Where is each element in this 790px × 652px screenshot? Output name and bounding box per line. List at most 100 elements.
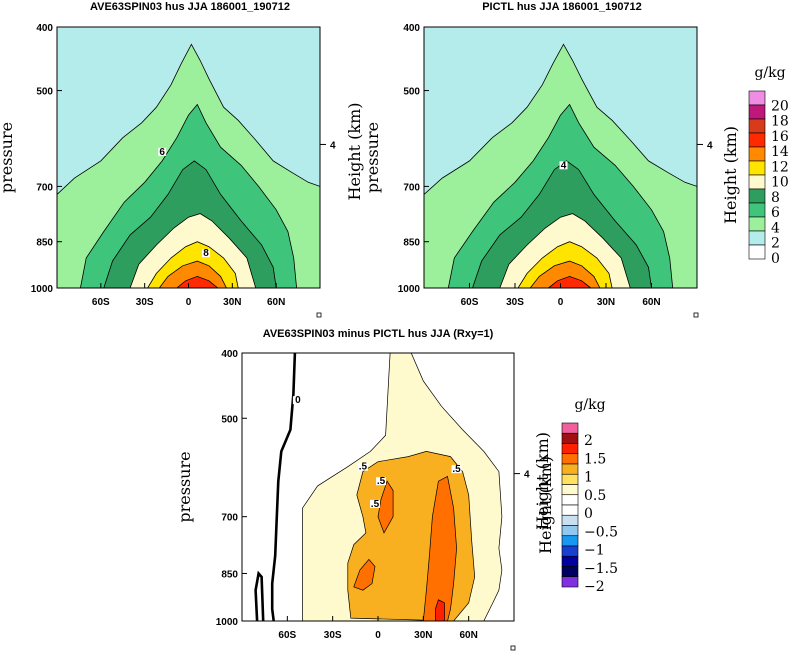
contour-label: .5 [377, 476, 386, 487]
x-tick-label: 30N [223, 297, 241, 308]
contour-label: 6 [159, 147, 165, 158]
contour-label: .5 [371, 499, 380, 510]
contour-fill-4 [422, 475, 457, 622]
x-tick-label: 60S [461, 297, 479, 308]
zero-contour [270, 352, 297, 622]
x-tick-label: 60N [459, 630, 477, 641]
contour-fill-3 [377, 480, 394, 534]
right-tick-label: 4 [524, 470, 530, 481]
y-tick-label: 850 [36, 238, 53, 249]
contour-label: .5 [452, 464, 461, 475]
colorbar-swatch [561, 514, 579, 526]
x-tick-label: 30N [597, 297, 615, 308]
right-axis-label: Height (km) [345, 103, 364, 201]
y-tick-label: 1000 [31, 284, 54, 295]
y-tick-label: 700 [221, 513, 238, 524]
colorbar-swatch [561, 494, 579, 506]
contour-label-bg [369, 499, 380, 508]
y-tick-label: 1000 [398, 284, 421, 295]
colorbar-swatch [748, 174, 766, 190]
contour-label-bg [158, 147, 167, 156]
colorbar-swatch [748, 118, 766, 134]
colorbar-swatch [561, 443, 579, 455]
colorbar-swatch [561, 422, 579, 434]
x-tick-label: 30N [414, 630, 432, 641]
y-tick-label: 700 [403, 182, 420, 193]
panel-2: PICTL hus JJA 186001_190712 400 500 700 850 1… [363, 1, 713, 318]
corner-marker [693, 312, 699, 318]
chart-title: AVE63SPIN03 hus JJA 186001_190712 [90, 1, 290, 13]
colorbar-label: 10 [771, 175, 789, 191]
colorbar-label: 18 [771, 114, 789, 130]
colorbar-label: 6 [771, 205, 780, 221]
contour-label-bg [357, 462, 368, 471]
y-tick-label: 400 [403, 23, 420, 34]
colorbar-swatch [561, 453, 579, 465]
corner-marker [316, 312, 322, 318]
y-tick-label: 500 [36, 87, 53, 98]
colorbar-label: −1.5 [584, 561, 618, 577]
x-tick-label: 60N [642, 297, 660, 308]
contour-label-bg [376, 477, 387, 486]
colorbar-label: 4 [771, 220, 780, 236]
colorbar-swatch [561, 535, 579, 547]
chart-title: AVE63SPIN03 minus PICTL hus JJA (Rxy=1) [263, 328, 494, 340]
colorbar-units: g/kg [754, 65, 785, 81]
y-tick-label: 850 [221, 569, 238, 580]
colorbar-label: 1 [584, 470, 593, 486]
colorbar-label: 2 [584, 433, 593, 449]
x-tick-label: 0 [558, 297, 564, 308]
colorbar-swatch [561, 473, 579, 485]
colorbar-axis-label: Height (km) [536, 456, 555, 554]
colorbar-axis-label: Height (km) [721, 126, 740, 224]
y-tick-label: 400 [36, 23, 53, 34]
contour-label-bg [451, 465, 462, 474]
colorbar-label: 0 [584, 506, 593, 522]
colorbar-label: 8 [771, 190, 780, 206]
contour-label-bg [202, 249, 211, 258]
colorbar-swatch [748, 160, 766, 176]
colorbar-bottom: g/kg 2 1.5 1 0.5 0 −0.5 −1 −1.5 −2 Height (km) [536, 397, 618, 595]
y-axis-label: pressure [175, 451, 194, 522]
x-tick-label: 60S [92, 297, 110, 308]
colorbar-swatch [561, 576, 579, 588]
colorbar-swatch [561, 525, 579, 537]
colorbar-label: −2 [584, 579, 605, 595]
colorbar-label: −0.5 [584, 524, 618, 540]
colorbar-swatch [561, 484, 579, 496]
x-tick-label: 0 [375, 630, 381, 641]
colorbar-units: g/kg [574, 397, 605, 413]
colorbar-swatch [561, 504, 579, 516]
colorbar-label: 20 [771, 98, 789, 114]
x-tick-label: 60N [267, 297, 285, 308]
colorbar-label: 0 [771, 251, 780, 267]
colorbar-label: −1 [584, 543, 605, 559]
colorbar-swatch [561, 555, 579, 567]
chart-title: PICTL hus JJA 186001_190712 [482, 1, 642, 13]
contour-label: .5 [359, 462, 368, 473]
y-axis-label: pressure [0, 122, 16, 193]
colorbar-swatch [561, 432, 579, 444]
colorbar-swatch [561, 545, 579, 557]
colorbar-swatch [748, 146, 766, 162]
right-tick-label: 4 [707, 140, 713, 151]
contour-label: 4 [561, 160, 567, 171]
colorbar-swatch [748, 90, 766, 106]
contour-label-bg [292, 396, 303, 405]
x-tick-label: 30S [506, 297, 524, 308]
colorbar-label: 12 [771, 159, 789, 175]
contour-fill-2 [353, 558, 376, 591]
zero-contour-south [254, 570, 265, 622]
x-tick-label: 0 [186, 297, 192, 308]
x-tick-label: 30S [324, 630, 342, 641]
right-tick-label: 4 [330, 140, 336, 151]
x-tick-label: 30S [136, 297, 154, 308]
y-tick-label: 500 [221, 414, 238, 425]
contour-label-bg [559, 161, 568, 170]
right-axis-label: Height (km) [533, 432, 552, 530]
colorbar-label: 16 [771, 129, 789, 145]
colorbar-label: 2 [771, 236, 780, 252]
colorbar-label: 14 [771, 144, 789, 160]
